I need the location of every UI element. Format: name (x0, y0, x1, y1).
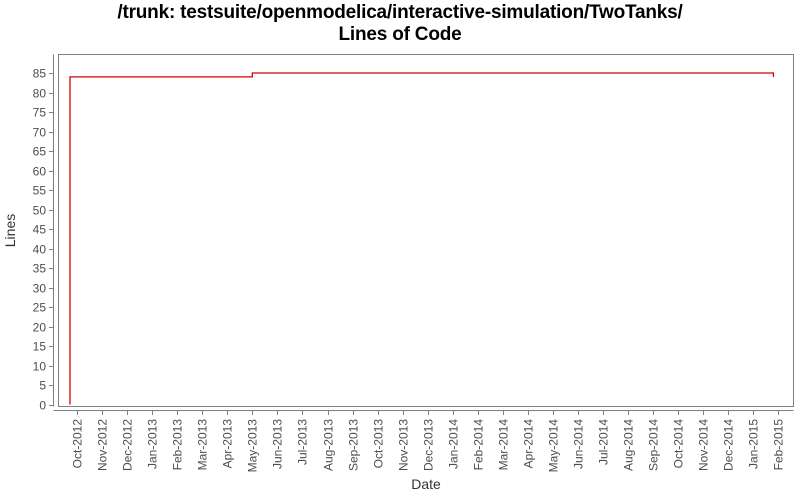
x-axis-tick-label: May-2013 (246, 419, 260, 473)
x-axis-tick-label: Dec-2012 (121, 419, 135, 471)
y-axis-tick-label: 40 (33, 243, 47, 257)
x-axis-tick-label: Sep-2014 (647, 419, 661, 471)
x-axis-tick-label: Apr-2013 (221, 419, 235, 469)
y-axis-tick-label: 60 (33, 165, 47, 179)
x-axis-tick-label: Oct-2014 (672, 419, 686, 469)
y-axis-tick-label: 70 (33, 126, 47, 140)
x-axis-tick-label: Oct-2012 (71, 419, 85, 469)
y-axis-tick-label: 45 (33, 223, 47, 237)
x-axis-title: Date (411, 476, 441, 492)
x-axis-tick-label: Feb-2014 (472, 419, 486, 471)
x-axis-tick-label: Jan-2015 (747, 419, 761, 469)
chart-title: /trunk: testsuite/openmodelica/interacti… (117, 2, 683, 23)
chart-subtitle: Lines of Code (338, 24, 462, 45)
x-axis-tick-label: Nov-2014 (697, 419, 711, 471)
y-axis-tick-label: 65 (33, 145, 47, 159)
x-axis-tick-label: Jun-2014 (572, 419, 586, 469)
y-axis-tick-label: 35 (33, 262, 47, 276)
x-axis-tick-label: Mar-2013 (196, 419, 210, 471)
x-axis-tick-label: Dec-2013 (422, 419, 436, 471)
y-axis-tick-label: 20 (33, 321, 47, 335)
x-axis-tick-label: Sep-2013 (347, 419, 361, 471)
y-axis-tick-label: 50 (33, 204, 47, 218)
y-axis-title: Lines (2, 214, 18, 247)
x-axis-tick-label: Nov-2013 (397, 419, 411, 471)
x-axis-tick-label: Jun-2013 (271, 419, 285, 469)
y-axis-tick-label: 10 (33, 360, 47, 374)
x-axis-tick-label: Jul-2014 (597, 419, 611, 465)
x-axis-tick-label: Oct-2013 (372, 419, 386, 469)
y-axis-tick-label: 80 (33, 87, 47, 101)
plot-border (58, 54, 794, 407)
y-axis-tick-label: 5 (39, 379, 46, 393)
y-axis-tick-label: 15 (33, 340, 47, 354)
x-axis-tick-label: Jul-2013 (296, 419, 310, 465)
x-axis-tick-label: Aug-2014 (622, 419, 636, 471)
x-axis-tick-label: Dec-2014 (722, 419, 736, 471)
x-axis-tick-label: Jan-2013 (146, 419, 160, 469)
y-axis-tick-label: 0 (39, 399, 46, 413)
loc-series-line (69, 72, 775, 405)
x-axis-tick-label: Aug-2013 (322, 419, 336, 471)
x-axis-tick-label: Feb-2013 (171, 419, 185, 471)
x-axis-tick-label: May-2014 (547, 419, 561, 473)
x-axis-tick-label: Apr-2014 (522, 419, 536, 469)
x-axis-tick-label: Nov-2012 (96, 419, 110, 471)
y-axis-tick-label: 30 (33, 282, 47, 296)
chart-header: /trunk: testsuite/openmodelica/interacti… (0, 2, 800, 46)
x-axis-tick-label: Mar-2014 (497, 419, 511, 471)
y-axis-tick-label: 75 (33, 106, 47, 120)
y-axis-tick-label: 25 (33, 301, 47, 315)
x-axis-tick-label: Feb-2015 (772, 419, 786, 471)
y-axis-tick-label: 55 (33, 184, 47, 198)
x-axis-tick-label: Jan-2014 (447, 419, 461, 469)
y-axis-tick-label: 85 (33, 67, 47, 81)
